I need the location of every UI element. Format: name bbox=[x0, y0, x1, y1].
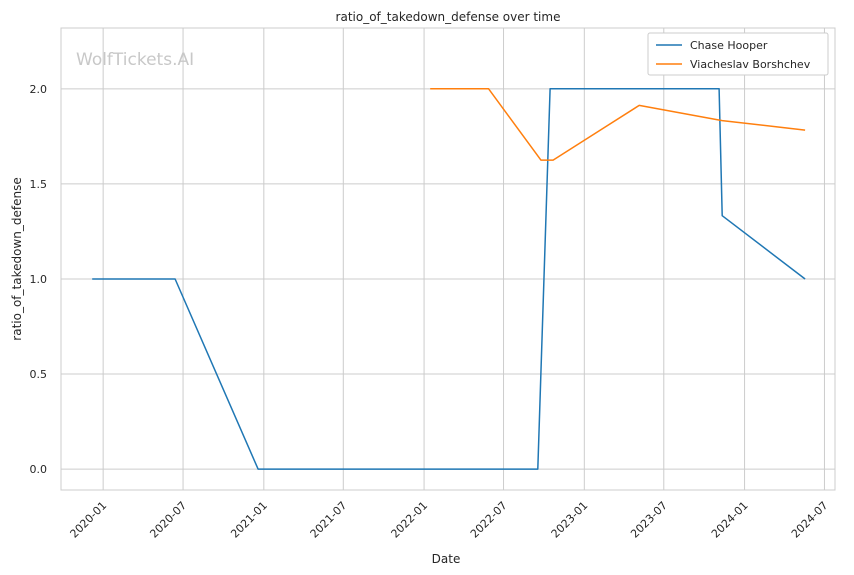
x-tick-label: 2021-07 bbox=[308, 499, 350, 541]
x-tick-label: 2024-01 bbox=[709, 499, 751, 541]
x-axis-label: Date bbox=[432, 552, 461, 566]
y-tick-label: 1.0 bbox=[30, 273, 48, 286]
series-line-0 bbox=[92, 88, 806, 470]
y-tick-label: 1.5 bbox=[30, 178, 48, 191]
x-axis-ticks: 2020-01 2020-07 2021-01 2021-07 2022-01 2022-… bbox=[68, 499, 831, 541]
x-tick-label: 2023-01 bbox=[549, 499, 591, 541]
y-axis-ticks: 0.0 0.5 1.0 1.5 2.0 bbox=[30, 83, 48, 476]
x-tick-label: 2023-07 bbox=[628, 499, 670, 541]
legend-box bbox=[647, 32, 829, 76]
series-line-1 bbox=[430, 88, 806, 161]
legend: Chase Hooper Viacheslav Borshchev bbox=[647, 32, 829, 76]
x-tick-label: 2024-07 bbox=[789, 499, 831, 541]
y-axis-label: ratio_of_takedown_defense bbox=[10, 177, 24, 340]
x-tick-label: 2020-01 bbox=[68, 499, 110, 541]
series-lines bbox=[92, 88, 806, 470]
grid bbox=[61, 28, 835, 490]
chart-title: ratio_of_takedown_defense over time bbox=[336, 10, 561, 24]
y-tick-label: 2.0 bbox=[30, 83, 48, 96]
x-tick-label: 2020-07 bbox=[147, 499, 189, 541]
x-tick-label: 2022-07 bbox=[468, 499, 510, 541]
y-tick-label: 0.5 bbox=[30, 368, 48, 381]
y-tick-label: 0.0 bbox=[30, 463, 48, 476]
x-tick-label: 2022-01 bbox=[388, 499, 430, 541]
legend-label-1: Viacheslav Borshchev bbox=[690, 58, 811, 71]
legend-label-0: Chase Hooper bbox=[690, 39, 768, 52]
x-tick-label: 2021-01 bbox=[228, 499, 270, 541]
plot-area bbox=[60, 27, 836, 491]
watermark: WolfTickets.AI bbox=[76, 50, 194, 70]
